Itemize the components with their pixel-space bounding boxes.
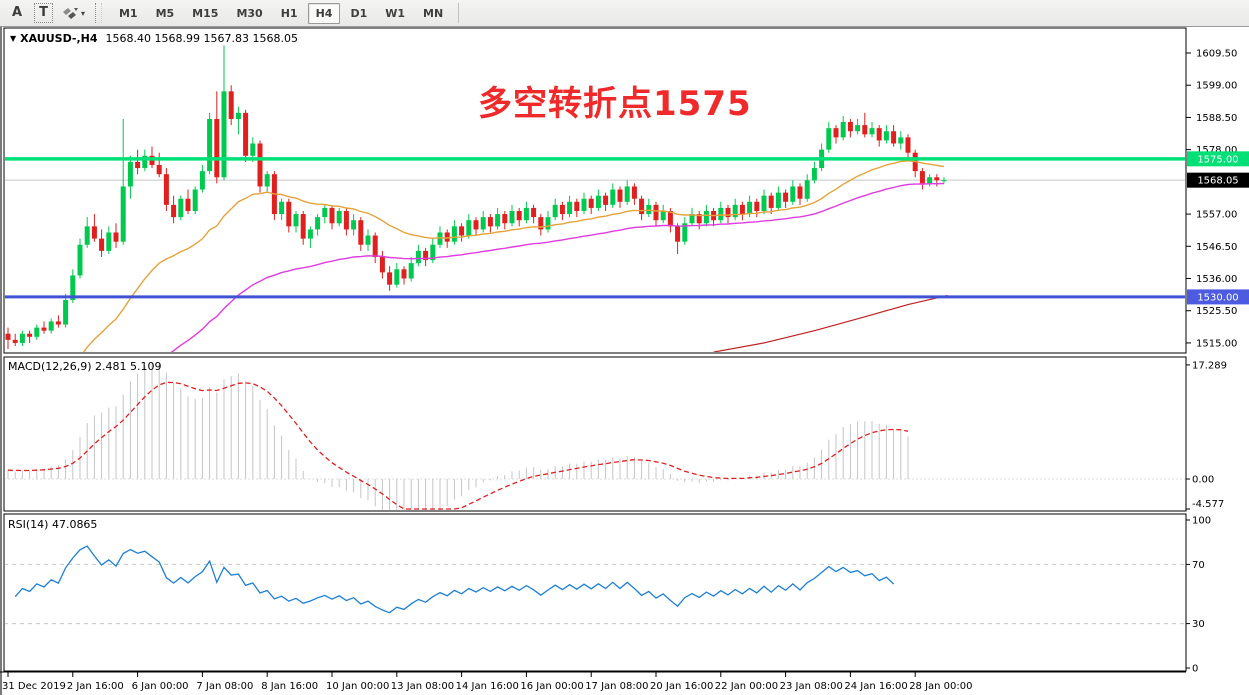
timeframe-button-W1[interactable]: W1 bbox=[385, 6, 406, 20]
rsi-line bbox=[14, 545, 895, 614]
svg-text:1530.00: 1530.00 bbox=[1197, 292, 1238, 303]
price-badge bbox=[1187, 172, 1249, 188]
rsi-panel-border bbox=[3, 513, 1187, 672]
time-axis-label: 17 Jan 08:00 bbox=[585, 681, 648, 692]
price-axis-label: 1599.00 bbox=[1196, 81, 1237, 92]
time-axis-label: 20 Jan 16:00 bbox=[650, 681, 713, 692]
price-axis-label: 1546.50 bbox=[1196, 242, 1237, 253]
time-axis-label: 24 Jan 16:00 bbox=[844, 681, 907, 692]
price-axis-label: 1578.00 bbox=[1196, 145, 1237, 156]
time-axis-label: 22 Jan 00:00 bbox=[715, 681, 778, 692]
svg-text:1575.00: 1575.00 bbox=[1197, 154, 1238, 165]
time-axis-label: 7 Jan 08:00 bbox=[196, 681, 253, 692]
price-axis-label: 1588.50 bbox=[1196, 113, 1237, 124]
timeframe-group: M1 M5 M15 M30 H1 H4 D1 W1 MN bbox=[110, 2, 452, 24]
symbol-label: XAUUSD-,H4 bbox=[20, 32, 98, 45]
macd-signal-line bbox=[7, 381, 909, 510]
price-badge bbox=[1187, 289, 1249, 305]
main-panel[interactable] bbox=[4, 45, 1186, 499]
macd-axis-label: 17.289 bbox=[1192, 360, 1227, 371]
cursor-mode-button[interactable]: ▾ bbox=[61, 6, 85, 20]
time-axis-label: 31 Dec 2019 bbox=[2, 681, 66, 692]
rsi-indicator-label: RSI(14) 47.0865 bbox=[8, 518, 98, 531]
price-axis: 1609.50 1599.00 1588.50 1578.00 1557.00 1546.… bbox=[1186, 49, 1249, 675]
price-axis-label: 1557.00 bbox=[1196, 210, 1237, 221]
price-axis-label: 1536.00 bbox=[1196, 274, 1237, 285]
macd-panel[interactable] bbox=[4, 363, 1186, 510]
price-axis-label: 1525.50 bbox=[1196, 306, 1237, 317]
time-axis-label: 23 Jan 08:00 bbox=[780, 681, 843, 692]
symbol-dropdown-icon[interactable]: ▼ bbox=[10, 34, 17, 43]
ohlc-readout: 1568.40 1568.99 1567.83 1568.05 bbox=[105, 32, 298, 45]
long-ma bbox=[713, 294, 948, 352]
timeframe-button-H1[interactable]: H1 bbox=[280, 6, 298, 20]
rsi-axis-label: 30 bbox=[1192, 619, 1205, 630]
macd-indicator-label: MACD(12,26,9) 2.481 5.109 bbox=[8, 360, 162, 373]
chart-title: ▼ XAUUSD-,H4 1568.40 1568.99 1567.83 1568.… bbox=[10, 32, 298, 45]
annotation-text[interactable]: 多空转折点1575 bbox=[478, 84, 752, 124]
timeframe-button-MN[interactable]: MN bbox=[423, 6, 444, 20]
price-badge bbox=[1187, 151, 1249, 167]
macd-panel-border bbox=[3, 356, 1187, 512]
svg-text:1568.05: 1568.05 bbox=[1197, 176, 1238, 187]
time-axis-label: 6 Jan 00:00 bbox=[132, 681, 189, 692]
rsi-axis-label: 70 bbox=[1192, 560, 1205, 571]
chevron-down-icon: ▾ bbox=[80, 8, 85, 18]
fast-ma bbox=[82, 160, 945, 352]
time-axis-label: 14 Jan 16:00 bbox=[456, 681, 519, 692]
toolbar-divider bbox=[458, 3, 460, 23]
timeframe-button-M5[interactable]: M5 bbox=[155, 6, 175, 20]
time-axis-label: 8 Jan 16:00 bbox=[261, 681, 318, 692]
time-axis-label: 28 Jan 00:00 bbox=[909, 681, 972, 692]
macd-axis-label: 0.00 bbox=[1192, 475, 1214, 486]
timeframe-button-D1[interactable]: D1 bbox=[350, 6, 368, 20]
rsi-axis-label: 100 bbox=[1192, 516, 1211, 527]
time-axis-label: 16 Jan 00:00 bbox=[520, 681, 583, 692]
candles bbox=[5, 45, 947, 350]
time-axis-label: 2 Jan 16:00 bbox=[67, 681, 124, 692]
macd-axis-label: -4.577 bbox=[1192, 499, 1224, 510]
toolbar-separator-handle[interactable] bbox=[94, 3, 102, 23]
time-axis-label: 10 Jan 00:00 bbox=[326, 681, 389, 692]
timeframe-button-M15[interactable]: M15 bbox=[192, 6, 219, 20]
slow-ma bbox=[170, 182, 945, 352]
toolbar: A T ▾ M1 M5 M15 M30 H1 H4 D1 W1 MN bbox=[0, 0, 1249, 27]
timeframe-button-M30[interactable]: M30 bbox=[236, 6, 263, 20]
rsi-axis-label: 0 bbox=[1192, 664, 1198, 675]
cursor-mode-icon bbox=[62, 8, 78, 19]
macd-histogram bbox=[7, 363, 909, 510]
timeframe-button-M1[interactable]: M1 bbox=[118, 6, 138, 20]
price-axis-label: 1515.00 bbox=[1196, 338, 1237, 349]
price-axis-label: 1609.50 bbox=[1196, 49, 1237, 60]
rsi-panel[interactable] bbox=[4, 545, 1186, 625]
time-axis: 31 Dec 2019 2 Jan 16:00 6 Jan 00:00 7 Jan 0… bbox=[0, 671, 1186, 692]
text-tool-button[interactable]: A bbox=[12, 5, 23, 20]
timeframe-button-H4[interactable]: H4 bbox=[307, 2, 341, 24]
main-panel-border bbox=[3, 27, 1187, 354]
time-axis-label: 13 Jan 08:00 bbox=[391, 681, 454, 692]
textbox-tool-button[interactable]: T bbox=[34, 3, 53, 23]
